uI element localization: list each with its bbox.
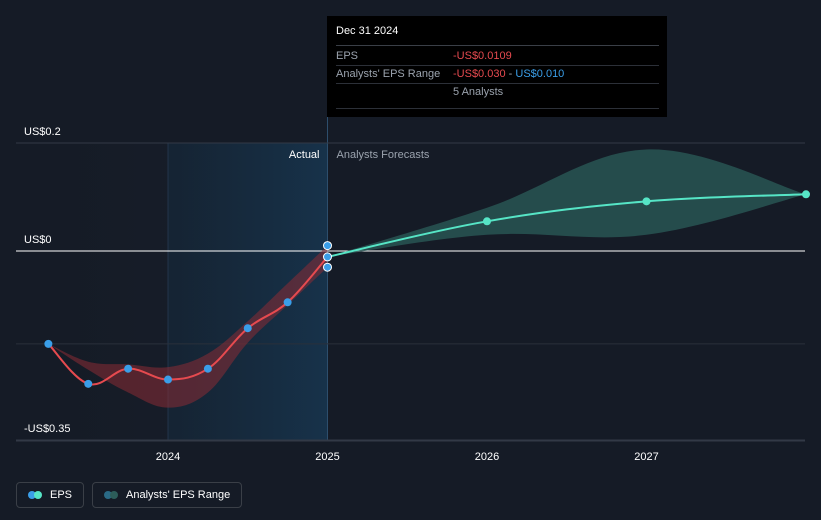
eps-swatch-dot-1 xyxy=(28,491,36,499)
eps-swatch-dot-2 xyxy=(34,491,42,499)
eps-point-6 xyxy=(283,298,292,307)
range-swatch-dot-2 xyxy=(110,491,119,499)
tooltip-analysts: 5 Analysts xyxy=(453,86,504,98)
x-tick-label-0: 2024 xyxy=(156,451,180,463)
tooltip-eps-row: EPS -US$0.0109 xyxy=(336,48,659,66)
series-line-forecast xyxy=(327,193,807,258)
eps-point-3 xyxy=(164,375,172,384)
tooltip-range-separator: - xyxy=(505,68,516,80)
eps-point-0 xyxy=(44,339,53,348)
range-band-actual xyxy=(48,245,328,408)
range-swatch-dot-1 xyxy=(104,491,113,499)
tooltip-range-row: Analysts' EPS Range -US$0.030 - US$0.010 xyxy=(336,66,659,84)
legend-eps-label: EPS xyxy=(50,489,73,501)
marker-2025-2 xyxy=(323,262,332,272)
legend-eps[interactable]: EPS xyxy=(16,482,85,508)
forecast-point-2 xyxy=(642,197,651,206)
range-swatch-icon xyxy=(104,491,119,499)
x-tick-label-1: 2025 xyxy=(315,451,339,463)
eps-point-4 xyxy=(203,364,212,373)
tooltip-analysts-row: 5 Analysts xyxy=(336,84,659,101)
forecast-point-3 xyxy=(802,190,810,199)
x-tick-label-3: 2027 xyxy=(634,451,658,463)
tooltip-range-high: US$0.010 xyxy=(515,68,565,80)
x-tick-label-2: 2026 xyxy=(475,451,499,463)
eps-point-5 xyxy=(243,324,252,333)
marker-2025-1 xyxy=(323,252,332,262)
tooltip: Dec 31 2024 EPS -US$0.0109 Analysts' EPS… xyxy=(327,16,667,117)
tooltip-range-low: -US$0.030 xyxy=(453,68,506,80)
y-tick-label-0: US$0.2 xyxy=(24,126,61,138)
eps-point-1 xyxy=(84,379,93,388)
tooltip-eps-label: EPS xyxy=(336,50,359,62)
y-tick-label-2: -US$0.35 xyxy=(24,423,70,435)
marker-2025-0 xyxy=(323,241,332,251)
tooltip-range-label: Analysts' EPS Range xyxy=(336,68,441,80)
eps-swatch-icon xyxy=(28,491,42,499)
y-tick-label-1: US$0 xyxy=(24,234,52,246)
forecast-section-label: Analysts Forecasts xyxy=(337,149,430,161)
legend: EPS Analysts' EPS Range xyxy=(16,482,243,508)
tooltip-divider xyxy=(336,108,659,109)
forecast-point-1 xyxy=(483,217,491,226)
legend-eps-range[interactable]: Analysts' EPS Range xyxy=(92,482,243,508)
tooltip-date: Dec 31 2024 xyxy=(336,24,659,46)
legend-range-label: Analysts' EPS Range xyxy=(126,489,231,501)
tooltip-eps-value: -US$0.0109 xyxy=(453,50,512,62)
eps-point-2 xyxy=(124,364,133,373)
actual-section-label: Actual xyxy=(289,149,320,161)
